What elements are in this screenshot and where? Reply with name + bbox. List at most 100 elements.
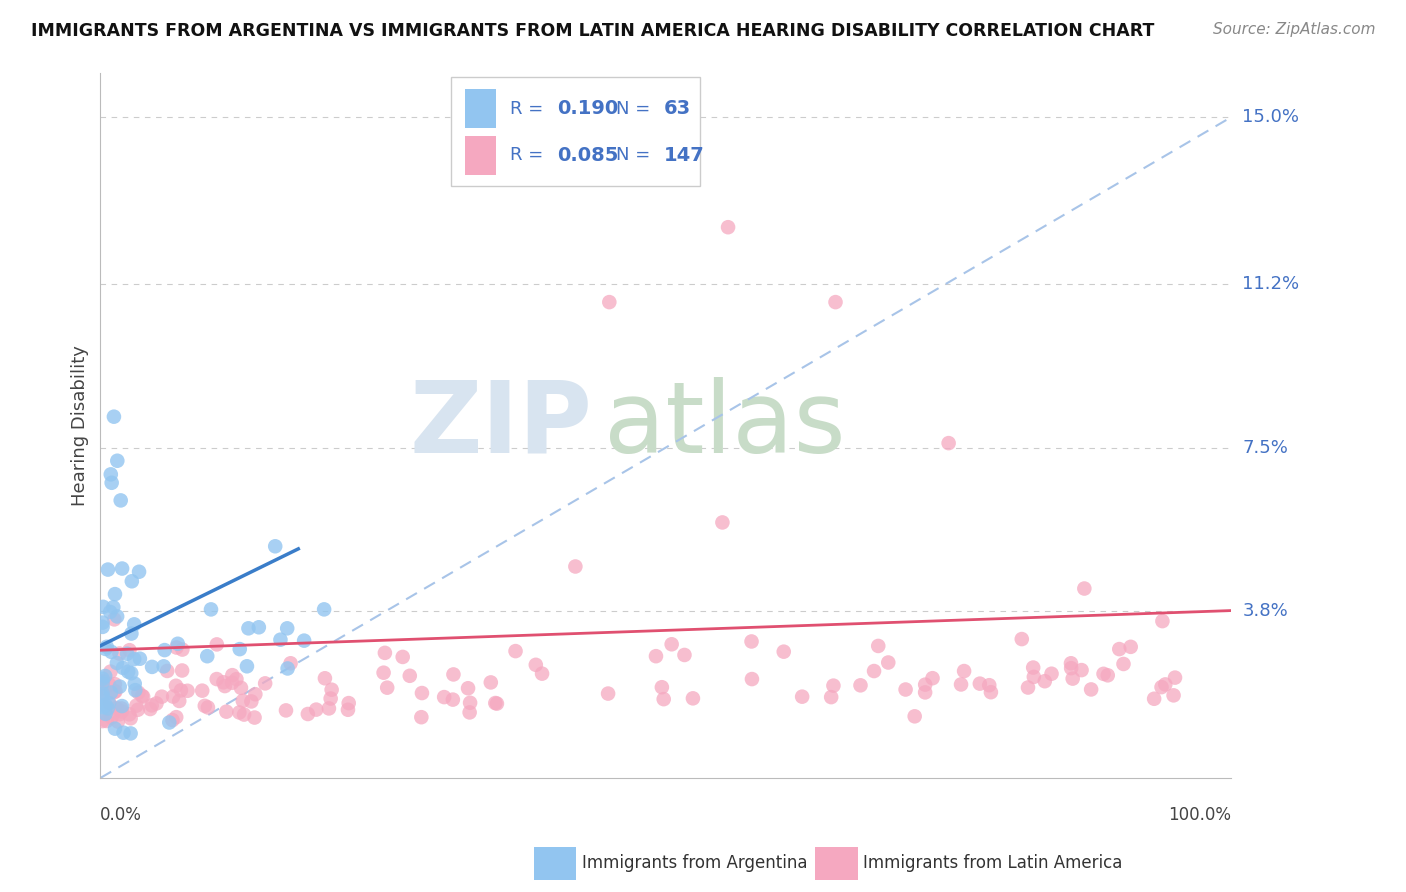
Point: [531, 666, 554, 681]
Point: [1092, 666, 1115, 681]
Point: [484, 696, 506, 710]
Point: [205, 637, 228, 651]
Point: [91, 599, 114, 614]
Point: [105, 609, 128, 624]
Point: [156, 664, 179, 678]
Point: [91, 674, 114, 689]
Point: [105, 454, 128, 468]
Point: [166, 637, 188, 651]
Point: [485, 697, 508, 711]
Point: [651, 680, 673, 694]
Point: [100, 467, 122, 482]
Point: [228, 706, 250, 720]
Point: [94, 669, 117, 683]
Point: [1097, 668, 1119, 682]
Point: [141, 660, 163, 674]
Point: [91, 620, 114, 634]
Point: [457, 681, 479, 696]
Point: [118, 643, 141, 657]
Point: [1070, 663, 1092, 677]
Point: [122, 617, 145, 632]
Point: [247, 620, 270, 634]
Point: [104, 587, 127, 601]
Point: [100, 645, 122, 659]
Point: [914, 678, 936, 692]
Point: [229, 681, 252, 695]
Point: [232, 694, 254, 708]
Point: [121, 574, 143, 589]
Point: [741, 672, 763, 686]
Text: Immigrants from Argentina: Immigrants from Argentina: [582, 855, 807, 872]
Text: 3.8%: 3.8%: [1243, 601, 1288, 620]
Point: [374, 646, 396, 660]
Point: [441, 692, 464, 706]
Point: [194, 698, 217, 713]
Point: [118, 707, 141, 722]
Point: [823, 679, 845, 693]
Text: 7.5%: 7.5%: [1243, 439, 1288, 457]
Point: [110, 493, 132, 508]
Point: [104, 677, 127, 691]
Point: [433, 690, 456, 705]
Point: [141, 698, 163, 713]
Point: [443, 667, 465, 681]
Point: [128, 651, 150, 665]
Text: 0.0%: 0.0%: [100, 806, 142, 824]
Point: [100, 665, 122, 679]
Point: [245, 687, 267, 701]
Point: [212, 675, 235, 690]
Text: N =: N =: [616, 100, 657, 118]
Point: [221, 668, 243, 682]
Point: [505, 644, 527, 658]
Point: [336, 703, 359, 717]
Point: [1017, 681, 1039, 695]
Point: [1143, 691, 1166, 706]
Point: [111, 561, 134, 575]
Point: [596, 687, 619, 701]
Point: [564, 559, 586, 574]
Point: [980, 685, 1002, 699]
Point: [91, 676, 114, 690]
Y-axis label: Hearing Disability: Hearing Disability: [72, 345, 89, 506]
Point: [112, 661, 135, 675]
Point: [205, 672, 228, 686]
Point: [1060, 661, 1083, 675]
Point: [103, 685, 125, 699]
Text: N =: N =: [616, 146, 657, 164]
Point: [938, 436, 960, 450]
Point: [411, 710, 433, 724]
Point: [97, 696, 120, 710]
Point: [111, 699, 134, 714]
Text: IMMIGRANTS FROM ARGENTINA VS IMMIGRANTS FROM LATIN AMERICA HEARING DISABILITY CO: IMMIGRANTS FROM ARGENTINA VS IMMIGRANTS …: [31, 22, 1154, 40]
Point: [711, 516, 734, 530]
Point: [1060, 657, 1083, 671]
Point: [280, 657, 302, 671]
Point: [792, 690, 814, 704]
Point: [215, 705, 238, 719]
Text: ZIP: ZIP: [409, 377, 592, 474]
Text: 11.2%: 11.2%: [1243, 276, 1299, 293]
Point: [921, 671, 943, 685]
Point: [162, 713, 184, 727]
Point: [91, 674, 114, 689]
Point: [128, 565, 150, 579]
Bar: [464, 89, 496, 128]
Point: [94, 641, 117, 656]
Point: [108, 647, 131, 661]
Point: [458, 706, 481, 720]
Point: [1040, 666, 1063, 681]
Point: [145, 697, 167, 711]
Point: [863, 664, 886, 678]
Point: [191, 683, 214, 698]
Point: [969, 676, 991, 690]
Point: [979, 678, 1001, 692]
Point: [1080, 682, 1102, 697]
Point: [877, 656, 900, 670]
Point: [894, 682, 917, 697]
Point: [153, 643, 176, 657]
Point: [321, 682, 343, 697]
Point: [1154, 677, 1177, 691]
Point: [292, 633, 315, 648]
Point: [91, 714, 114, 728]
Point: [274, 703, 297, 717]
